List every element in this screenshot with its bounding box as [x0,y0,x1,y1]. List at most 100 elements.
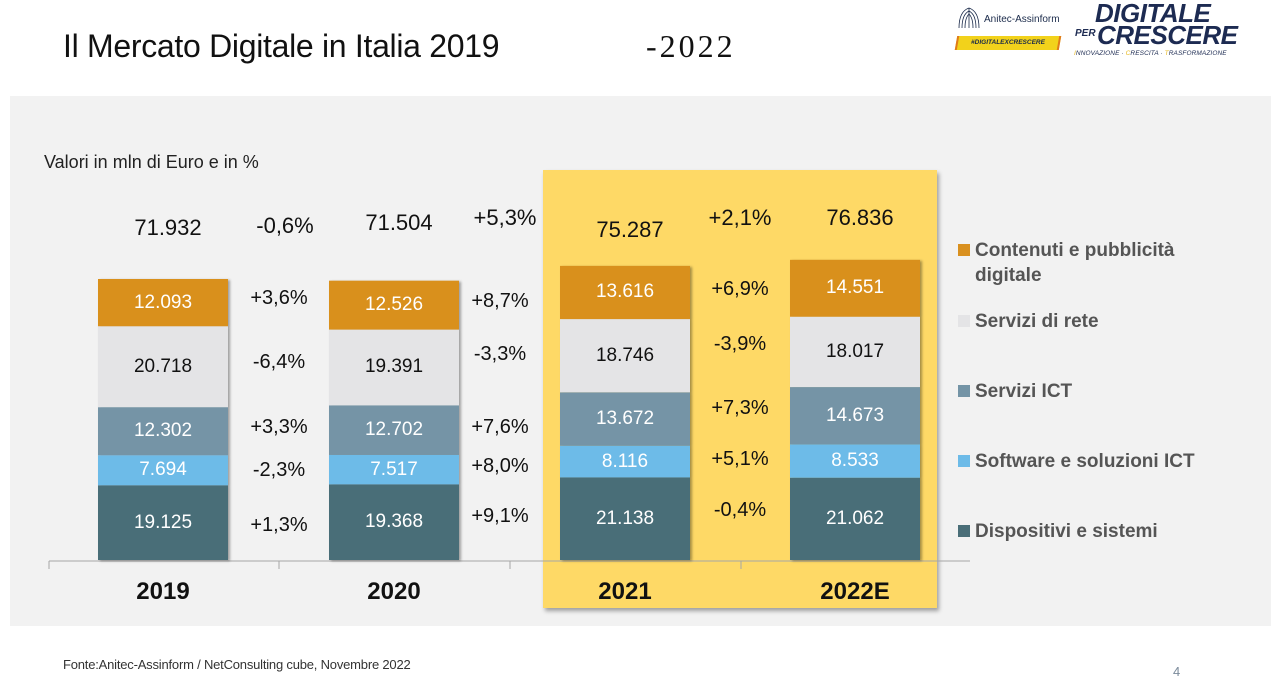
segment-value-label: 8.116 [601,450,649,472]
total-value-label: 71.504 [365,210,433,235]
bar-2019 [98,279,228,560]
segment-value-label: 20.718 [133,355,193,377]
growth-label-servizi_rete: -3,3% [473,343,527,365]
growth-label-servizi_rete: -6,4% [252,351,306,373]
logo-digitale-text: DIGITALE [1095,0,1211,28]
legend-label: Dispositivi e sistemi [975,521,1158,542]
bar-segment-dispositivi-2022E [790,477,920,560]
growth-label-dispositivi: -0,4% [713,499,767,521]
segment-value-label: 8.533 [831,450,879,472]
bar-2020 [329,280,459,560]
legend-swatch [958,455,970,467]
segment-value-label: 18.746 [595,344,655,366]
bar-segment-servizi_rete-2022E [790,316,920,388]
page-title: Il Mercato Digitale in Italia 2019 [63,28,500,64]
bar-segment-servizi_ict-2020 [329,405,459,455]
growth-label-servizi_ict: +7,3% [711,397,769,419]
segment-value-label: 19.125 [133,511,193,533]
segment-value-label: 21.138 [595,507,655,529]
bar-segment-software-2022E [790,444,920,478]
tagline-separator: · [1119,50,1126,57]
bar-segment-software-2019 [98,455,228,486]
growth-label-servizi_ict: +7,6% [471,416,529,438]
legend-item-software: Software e soluzioni ICT [958,449,1235,474]
segment-value-label: 19.391 [364,356,424,378]
bar-segment-servizi_ict-2022E [790,387,920,445]
tagline-initial: I [1074,50,1076,57]
total-value-label: 76.836 [826,205,894,230]
legend-item-contenuti: Contenuti e pubblicità digitale [958,238,1235,288]
legend-item-dispositivi: Dispositivi e sistemi [958,519,1235,544]
x-tick-label: 2020 [367,578,421,605]
bar-segment-contenuti-2019 [98,279,228,327]
legend-swatch [958,244,970,256]
tagline-word: RASFORMAZIONE [1168,50,1227,57]
source-note: Fonte:Anitec-Assinform / NetConsulting c… [63,657,411,672]
segment-value-label: 14.551 [825,277,885,299]
legend-label: Software e soluzioni ICT [975,451,1195,472]
growth-label-contenuti: +6,9% [711,278,769,300]
growth-label-contenuti: +8,7% [471,290,529,312]
bar-2022E [790,259,920,560]
segment-value-label: 21.062 [825,507,885,529]
legend-item-servizi_rete: Servizi di rete [958,309,1235,334]
segment-value-label: 7.517 [370,458,418,480]
bar-segment-dispositivi-2021 [560,477,690,560]
segment-value-label: 12.302 [133,420,193,442]
bar-segment-contenuti-2021 [560,265,690,320]
bar-segment-software-2020 [329,454,459,485]
total-growth-label: +2,1% [708,205,772,230]
legend-item-servizi_ict: Servizi ICT [958,379,1235,404]
bar-segment-contenuti-2022E [790,259,920,317]
logo-tagline: INNOVAZIONE · CRESCITA · TRASFORMAZIONE [1074,50,1227,57]
segment-value-label: 19.368 [364,511,424,533]
legend-label: Servizi ICT [975,381,1073,402]
segment-value-label: 7.694 [139,459,187,481]
growth-label-software: +8,0% [471,455,529,477]
legend-swatch [958,385,970,397]
segment-value-label: 12.702 [364,419,424,441]
segment-value-label: 18.017 [825,340,885,362]
anitec-emblem-icon [958,7,980,29]
bar-segment-contenuti-2020 [329,280,459,330]
segment-value-label: 12.093 [133,291,193,313]
growth-label-dispositivi: +1,3% [250,514,308,536]
growth-label-servizi_rete: -3,9% [713,333,767,355]
x-tick-label: 2019 [136,578,190,605]
page-number: 4 [1173,664,1181,679]
tagline-word: NNOVAZIONE [1075,50,1120,57]
x-tick-label: 2021 [598,578,652,605]
bar-segment-servizi_ict-2021 [560,392,690,446]
total-value-label: 71.932 [134,215,202,240]
logo-per-text: PER [1075,28,1096,39]
total-growth-label: +5,3% [473,205,537,230]
bar-segment-servizi_ict-2019 [98,407,228,456]
segment-value-label: 12.526 [364,294,424,316]
bar-segment-software-2021 [560,445,690,478]
tagline-separator: · [1158,50,1165,57]
legend-label: Contenuti e pubblicità digitale [975,240,1175,286]
logo-crescere-text: CRESCERE [1097,20,1238,50]
digitale-per-crescere-logo: DIGITALE PER CRESCERE INNOVAZIONE · CRES… [1073,0,1273,64]
legend-label: Servizi di rete [975,311,1099,332]
segment-value-label: 13.616 [595,281,655,303]
anitec-assinform-logo: Anitec-Assinform #DIGITALEXCRESCERE [952,4,1064,64]
legend-swatch [958,315,970,327]
bar-segment-servizi_rete-2019 [98,326,228,408]
page-title-year: -2022 [646,28,736,64]
tagline-initial: C [1125,50,1131,57]
bar-2021 [560,265,690,560]
growth-label-software: +5,1% [711,448,769,470]
chart-subtitle: Valori in mln di Euro e in % [44,152,259,172]
tagline-initial: T [1164,50,1169,57]
tagline-word: RESCITA [1130,50,1159,57]
total-value-label: 75.287 [596,217,664,242]
growth-label-contenuti: +3,6% [250,287,308,309]
x-tick-label: 2022E [820,578,890,605]
bar-segment-servizi_rete-2020 [329,329,459,406]
legend-swatch [958,525,970,537]
total-growth-label: -0,6% [256,213,314,238]
growth-label-dispositivi: +9,1% [471,505,529,527]
bar-segment-dispositivi-2020 [329,484,459,560]
